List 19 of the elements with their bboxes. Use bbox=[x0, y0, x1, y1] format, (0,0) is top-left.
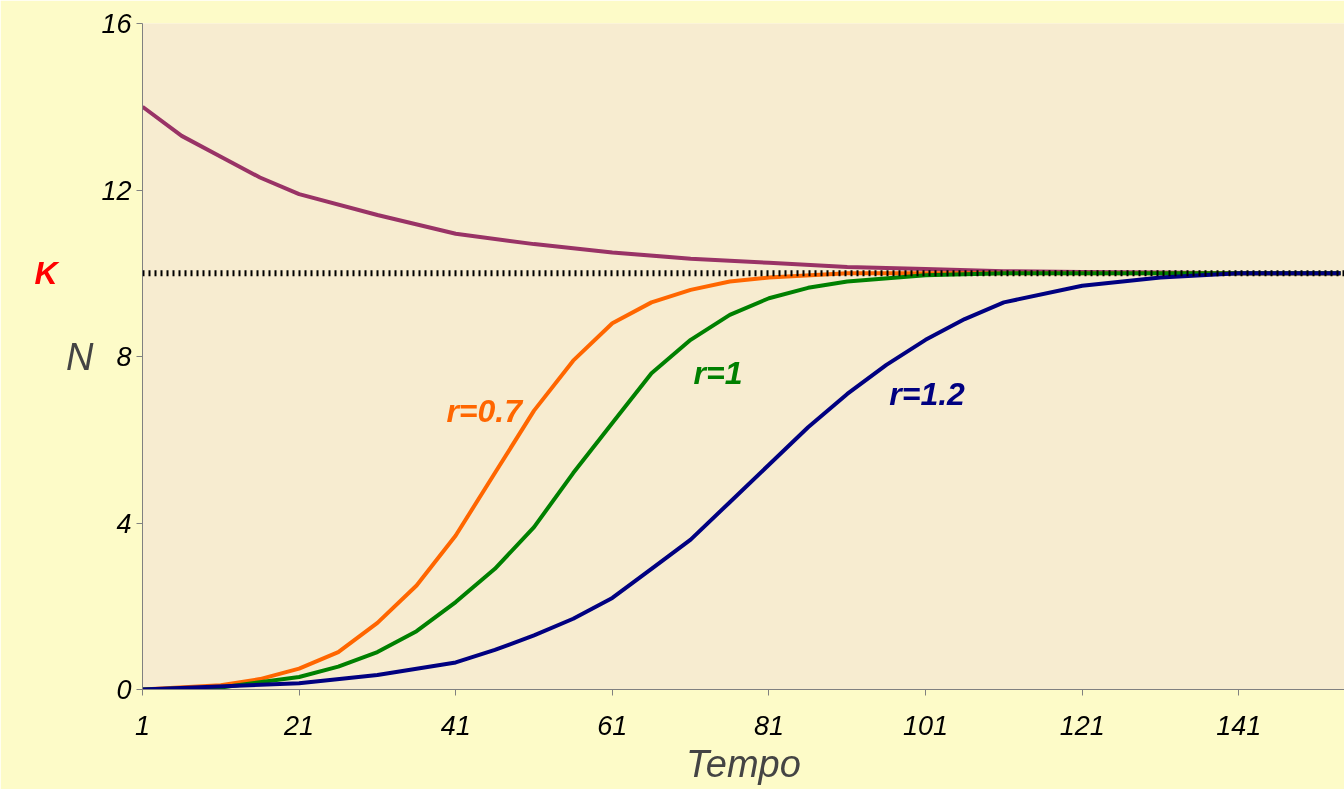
x-tick-label: 81 bbox=[753, 710, 784, 741]
series-label: r=0.7 bbox=[446, 392, 525, 429]
x-tick-label: 141 bbox=[1216, 710, 1262, 741]
y-axis-title: N bbox=[66, 335, 95, 378]
y-tick-label: 8 bbox=[116, 342, 132, 372]
ref-line-label: K bbox=[34, 255, 61, 292]
x-tick-label: 101 bbox=[903, 710, 949, 741]
x-tick-label: 21 bbox=[283, 710, 315, 741]
x-axis-title: Tempo bbox=[686, 742, 801, 785]
y-tick-label: 0 bbox=[116, 675, 132, 705]
y-tick-label: 4 bbox=[116, 508, 132, 539]
series-label: r=1.2 bbox=[889, 375, 966, 412]
x-tick-label: 61 bbox=[597, 710, 628, 741]
y-tick-label: 12 bbox=[101, 175, 132, 206]
x-tick-label: 41 bbox=[440, 710, 471, 741]
x-tick-label: 1 bbox=[134, 710, 151, 741]
y-tick-label: 16 bbox=[101, 9, 133, 39]
series-label: r=1 bbox=[693, 355, 743, 392]
x-tick-label: 121 bbox=[1059, 710, 1105, 741]
